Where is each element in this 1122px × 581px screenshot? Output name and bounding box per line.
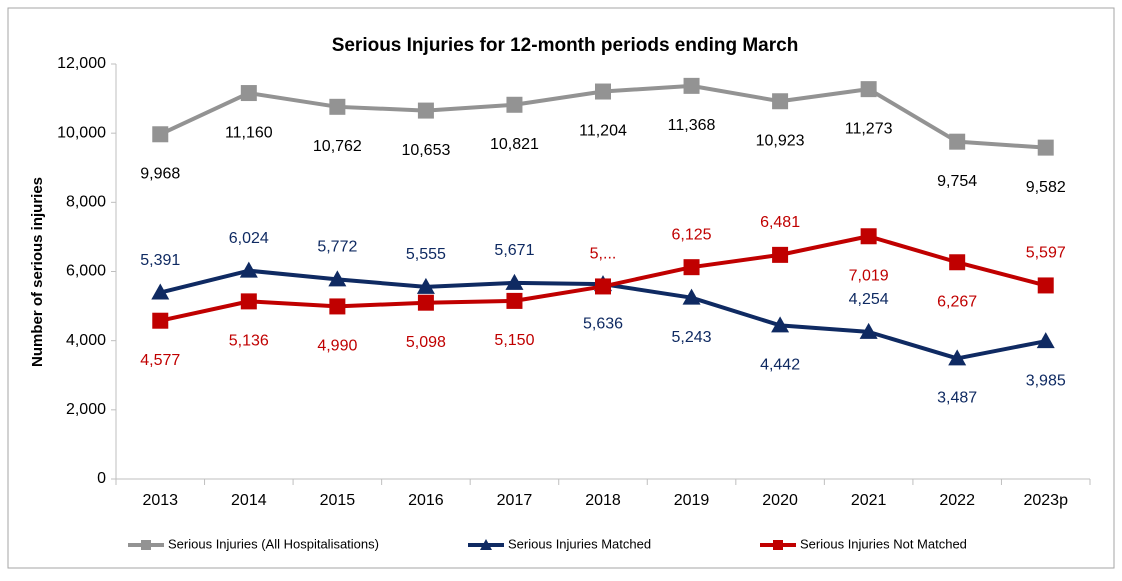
x-tick-label: 2015 <box>320 492 356 509</box>
data-label: 4,442 <box>760 357 800 374</box>
data-point <box>683 77 700 94</box>
x-tick-label: 2021 <box>851 492 887 509</box>
x-tick-label: 2020 <box>762 492 798 509</box>
data-point <box>417 102 434 119</box>
data-label: 10,653 <box>401 142 450 159</box>
data-label: 5,243 <box>672 329 712 346</box>
legend-marker <box>480 539 492 550</box>
data-point <box>239 261 258 278</box>
data-label: 4,990 <box>317 338 357 355</box>
data-label: 10,923 <box>756 132 805 149</box>
data-label: 6,481 <box>760 214 800 231</box>
data-label: 5,555 <box>406 246 446 263</box>
legend-marker <box>141 540 151 550</box>
data-label: 9,582 <box>1026 179 1066 196</box>
data-label: 5,772 <box>317 239 357 256</box>
y-tick-label: 4,000 <box>66 332 106 349</box>
data-point <box>505 273 524 290</box>
data-label: 5,636 <box>583 315 623 332</box>
data-point <box>772 246 789 263</box>
data-point <box>416 277 435 294</box>
y-tick-label: 12,000 <box>57 55 106 72</box>
data-label: 6,125 <box>672 226 712 243</box>
data-point <box>772 93 789 110</box>
data-label: 6,267 <box>937 293 977 310</box>
data-label: 10,762 <box>313 138 362 155</box>
data-point <box>151 283 170 300</box>
data-point <box>771 316 790 333</box>
y-tick-label: 6,000 <box>66 263 106 280</box>
data-label: 5,136 <box>229 333 269 350</box>
data-label: 11,204 <box>579 123 627 140</box>
data-point <box>860 81 877 98</box>
data-point <box>506 96 523 113</box>
x-tick-label: 2017 <box>497 492 533 509</box>
chart-border <box>7 7 1115 569</box>
data-point <box>240 293 257 310</box>
data-point <box>595 83 611 100</box>
data-point <box>506 292 523 309</box>
data-point <box>329 98 346 115</box>
chart-title: Serious Injuries for 12-month periods en… <box>332 35 799 56</box>
data-label: 5,150 <box>494 332 534 349</box>
y-tick-label: 8,000 <box>66 194 106 211</box>
legend-label: Serious Injuries Matched <box>508 536 651 551</box>
data-point <box>683 259 700 276</box>
data-point <box>948 349 967 366</box>
data-label: 11,160 <box>225 124 273 141</box>
data-point <box>417 294 434 311</box>
data-point <box>1037 139 1054 156</box>
data-point <box>1037 277 1054 294</box>
data-label: 6,024 <box>229 230 269 247</box>
data-label: 5,391 <box>140 252 180 269</box>
data-point <box>595 278 611 295</box>
y-tick-label: 0 <box>97 470 106 487</box>
y-axis-label: Number of serious injuries <box>29 177 46 367</box>
data-label: 4,577 <box>140 352 180 369</box>
y-tick-label: 10,000 <box>57 124 106 141</box>
data-point <box>949 133 966 150</box>
data-point <box>859 322 878 339</box>
legend-label: Serious Injuries Not Matched <box>800 536 967 551</box>
data-label: 3,985 <box>1026 372 1066 389</box>
x-tick-label: 2022 <box>939 492 975 509</box>
data-label: 9,754 <box>937 173 977 190</box>
data-label: 10,821 <box>490 136 539 153</box>
data-label: 11,273 <box>845 120 893 137</box>
legend-marker <box>773 540 783 550</box>
x-tick-label: 2016 <box>408 492 444 509</box>
data-label: 3,487 <box>937 390 977 407</box>
x-tick-label: 2018 <box>585 492 621 509</box>
data-label: 5,... <box>590 246 617 263</box>
data-label: 7,019 <box>849 267 889 284</box>
data-label: 5,098 <box>406 334 446 351</box>
x-tick-label: 2014 <box>231 492 267 509</box>
x-tick-label: 2013 <box>142 492 178 509</box>
data-point <box>240 85 257 102</box>
data-point <box>152 312 169 329</box>
data-point <box>152 126 169 143</box>
data-label: 4,254 <box>849 291 889 308</box>
data-point <box>682 288 701 305</box>
data-label: 5,671 <box>494 242 534 259</box>
data-label: 5,597 <box>1026 245 1066 262</box>
y-tick-label: 2,000 <box>66 401 106 418</box>
legend-label: Serious Injuries (All Hospitalisations) <box>168 536 379 551</box>
x-tick-label: 2023p <box>1023 492 1068 509</box>
data-point <box>328 270 347 287</box>
data-point <box>1036 332 1055 349</box>
data-label: 9,968 <box>140 165 180 182</box>
data-point <box>329 298 346 315</box>
data-point <box>949 254 966 271</box>
x-tick-label: 2019 <box>674 492 710 509</box>
data-point <box>860 228 877 245</box>
data-label: 11,368 <box>668 117 716 134</box>
